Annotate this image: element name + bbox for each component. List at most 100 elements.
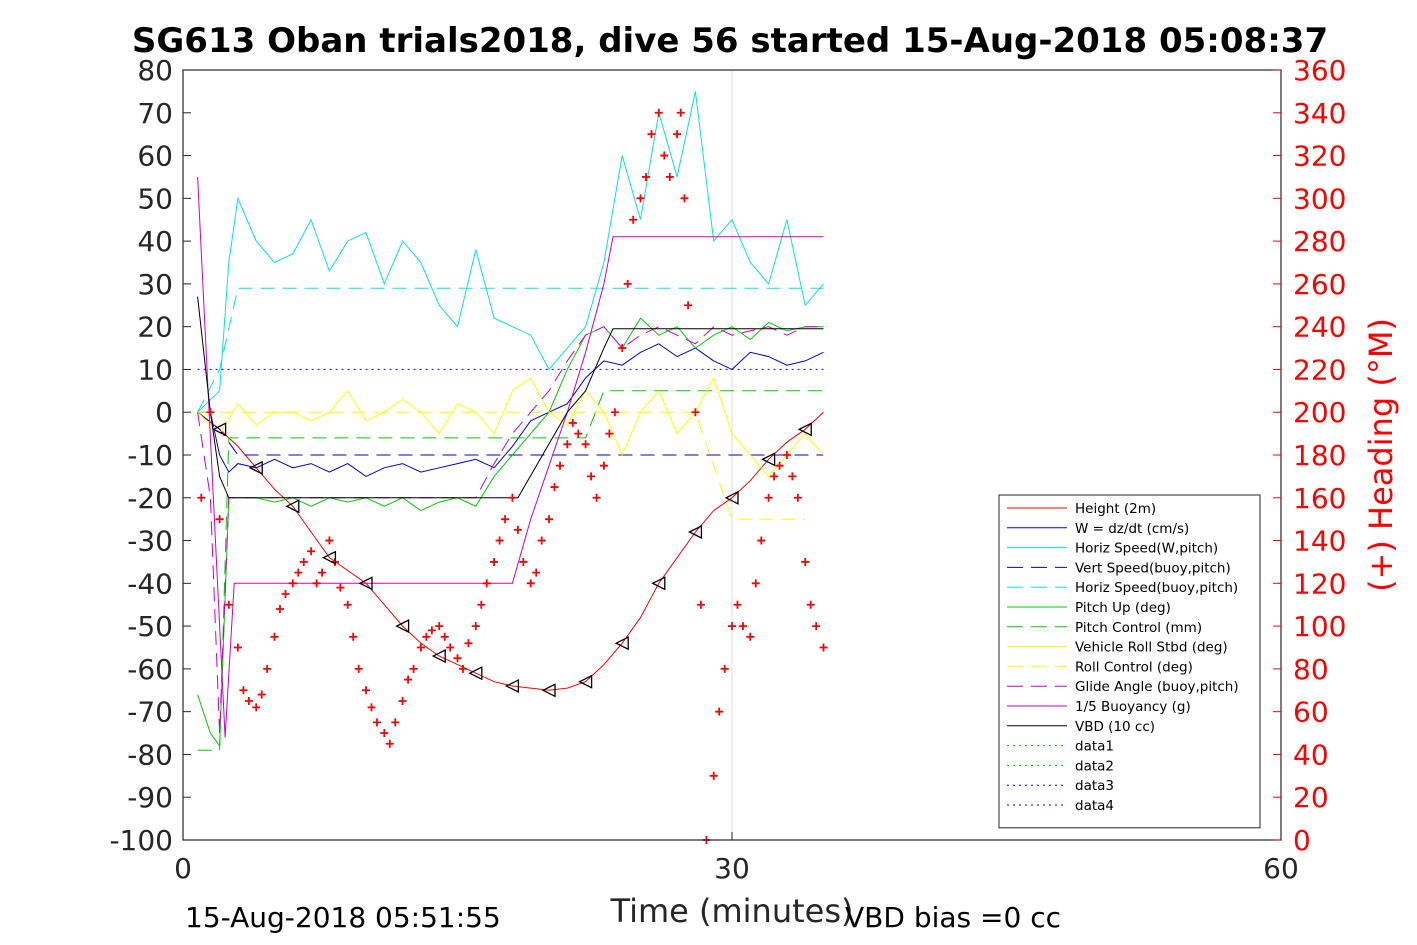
legend-entry-label: 1/5 Buoyancy (g) — [1075, 699, 1191, 715]
series-line-4 — [197, 287, 824, 413]
heading-marker — [563, 440, 572, 449]
depth-triangle — [431, 649, 446, 664]
depth-triangle — [761, 452, 776, 467]
left-tick-label: -50 — [127, 610, 173, 643]
legend-entry-label: data2 — [1075, 758, 1114, 774]
heading-marker — [409, 664, 418, 673]
heading-marker — [206, 408, 215, 417]
heading-marker — [427, 626, 436, 635]
series-line-8 — [197, 411, 806, 520]
right-tick-label: 300 — [1293, 182, 1346, 215]
heading-marker — [751, 579, 760, 588]
right-tick-label: 320 — [1293, 140, 1346, 173]
heading-marker — [764, 493, 773, 502]
depth-triangle — [724, 490, 739, 505]
heading-marker — [605, 429, 614, 438]
chart-title: SG613 Oban trials2018, dive 56 started 1… — [132, 21, 1328, 61]
heading-marker — [623, 279, 632, 288]
heading-marker — [482, 579, 491, 588]
right-tick-label: 60 — [1293, 696, 1329, 729]
heading-marker — [372, 718, 381, 727]
series-line-6 — [197, 390, 824, 751]
heading-marker — [398, 696, 407, 705]
legend-entry-label: Roll Control (deg) — [1075, 659, 1193, 675]
left-tick-label: -70 — [127, 696, 173, 729]
heading-marker — [197, 493, 206, 502]
right-tick-label: 220 — [1293, 353, 1346, 386]
heading-marker — [629, 215, 638, 224]
x-tick-label: 0 — [174, 852, 192, 885]
series-line-1 — [197, 343, 824, 477]
footer-vbd-bias: VBD bias =0 cc — [845, 901, 1061, 934]
heading-marker — [458, 664, 467, 673]
x-tick-label: 30 — [714, 852, 750, 885]
left-tick-label: 10 — [137, 353, 173, 386]
legend-entry-label: data4 — [1075, 798, 1114, 814]
heading-marker — [673, 130, 682, 139]
heading-marker — [537, 536, 546, 545]
heading-marker — [349, 632, 358, 641]
heading-marker — [793, 493, 802, 502]
right-tick-label: 180 — [1293, 439, 1346, 472]
legend-entry-label: data3 — [1075, 778, 1114, 794]
heading-marker — [680, 194, 689, 203]
heading-marker — [665, 172, 674, 181]
heading-marker — [233, 643, 242, 652]
heading-marker — [636, 194, 645, 203]
depth-triangle — [285, 499, 300, 514]
depth-triangle — [395, 619, 410, 634]
left-tick-label: -100 — [109, 824, 173, 857]
heading-marker — [380, 729, 389, 738]
left-tick-label: -10 — [127, 439, 173, 472]
heading-marker — [343, 600, 352, 609]
heading-marker — [435, 622, 444, 631]
heading-marker — [733, 600, 742, 609]
right-tick-label: 40 — [1293, 738, 1329, 771]
right-tick-label: 140 — [1293, 525, 1346, 558]
legend-box — [998, 494, 1261, 829]
heading-marker — [367, 703, 376, 712]
legend-entry-label: Horiz Speed(buoy,pitch) — [1075, 580, 1238, 596]
heading-marker — [812, 622, 821, 631]
heading-marker — [641, 172, 650, 181]
heading-marker — [508, 493, 517, 502]
heading-marker — [440, 632, 449, 641]
right-tick-label: 80 — [1293, 653, 1329, 686]
heading-marker — [307, 547, 316, 556]
heading-marker — [416, 643, 425, 652]
heading-marker — [654, 108, 663, 117]
left-tick-label: -20 — [127, 482, 173, 515]
right-tick-label: 160 — [1293, 482, 1346, 515]
heading-marker — [709, 771, 718, 780]
heading-marker — [592, 493, 601, 502]
heading-marker — [788, 472, 797, 481]
right-tick-label: 0 — [1293, 824, 1311, 857]
left-tick-label: 0 — [155, 396, 173, 429]
heading-marker — [257, 690, 266, 699]
heading-marker — [738, 622, 747, 631]
heading-marker — [464, 639, 473, 648]
left-tick-label: 80 — [137, 54, 173, 87]
heading-marker — [252, 703, 261, 712]
depth-triangle — [541, 683, 556, 698]
legend-entry-label: Glide Angle (buoy,pitch) — [1075, 679, 1239, 695]
legend-entry-label: W = dz/dt (cm/s) — [1075, 521, 1189, 537]
heading-marker — [519, 557, 528, 566]
series-line-2 — [197, 91, 824, 413]
heading-marker — [618, 344, 627, 353]
left-tick-label: 60 — [137, 140, 173, 173]
heading-marker — [599, 461, 608, 470]
heading-marker — [819, 643, 828, 652]
heading-marker — [746, 632, 755, 641]
left-tick-label: -90 — [127, 781, 173, 814]
heading-marker — [691, 408, 700, 417]
heading-marker — [574, 429, 583, 438]
heading-marker — [801, 557, 810, 566]
heading-marker — [775, 461, 784, 470]
heading-marker — [325, 536, 334, 545]
legend-entry-label: Vert Speed(buoy,pitch) — [1075, 560, 1231, 576]
heading-marker — [806, 600, 815, 609]
heading-marker — [715, 707, 724, 716]
right-tick-label: 280 — [1293, 225, 1346, 258]
